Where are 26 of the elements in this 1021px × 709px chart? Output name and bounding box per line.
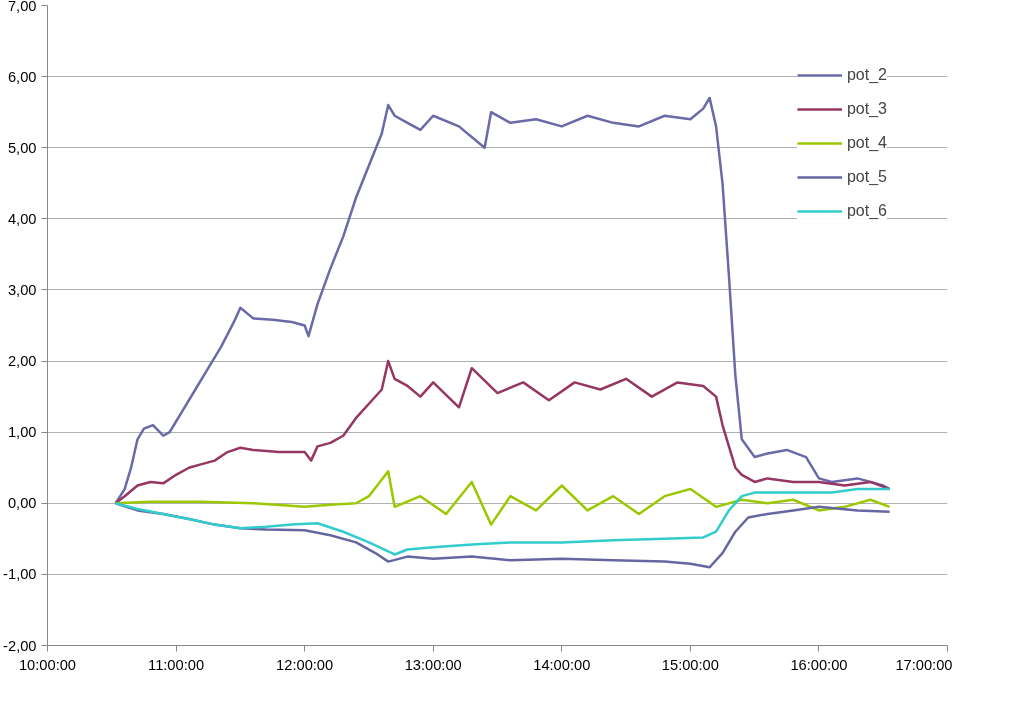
legend-label: pot_3 (846, 100, 887, 118)
line-series (114, 96, 891, 505)
y-tick-label: 1,00 (7, 424, 37, 441)
x-tick-label: 12:00:00 (276, 656, 334, 673)
x-tick-label: 10:00:00 (18, 656, 77, 673)
x-tick-label: 16:00:00 (790, 656, 848, 673)
y-tick-label: 7,00 (7, 0, 37, 14)
y-tick-label: -1,00 (3, 566, 37, 583)
y-tick-label: 5,00 (7, 139, 37, 156)
line-series (114, 487, 891, 556)
y-tick-label: 3,00 (7, 281, 37, 298)
x-tick-label: 17:00:00 (895, 656, 953, 673)
x-tick-label: 11:00:00 (148, 656, 205, 673)
y-tick-label: 0,00 (7, 495, 37, 512)
legend-label: pot_5 (846, 168, 887, 186)
y-tick-label: 2,00 (7, 353, 37, 370)
legend-label: pot_4 (846, 134, 887, 152)
x-tick-label: 14:00:00 (533, 656, 591, 673)
y-tick-label: -2,00 (3, 637, 37, 654)
legend-label: pot_6 (846, 202, 887, 220)
x-tick-label: 13:00:00 (404, 656, 462, 673)
y-tick-label: 4,00 (7, 210, 37, 227)
line-series (114, 359, 891, 505)
y-tick-label: 6,00 (7, 68, 37, 85)
legend-label: pot_2 (846, 66, 887, 84)
x-tick-label: 15:00:00 (661, 656, 719, 673)
